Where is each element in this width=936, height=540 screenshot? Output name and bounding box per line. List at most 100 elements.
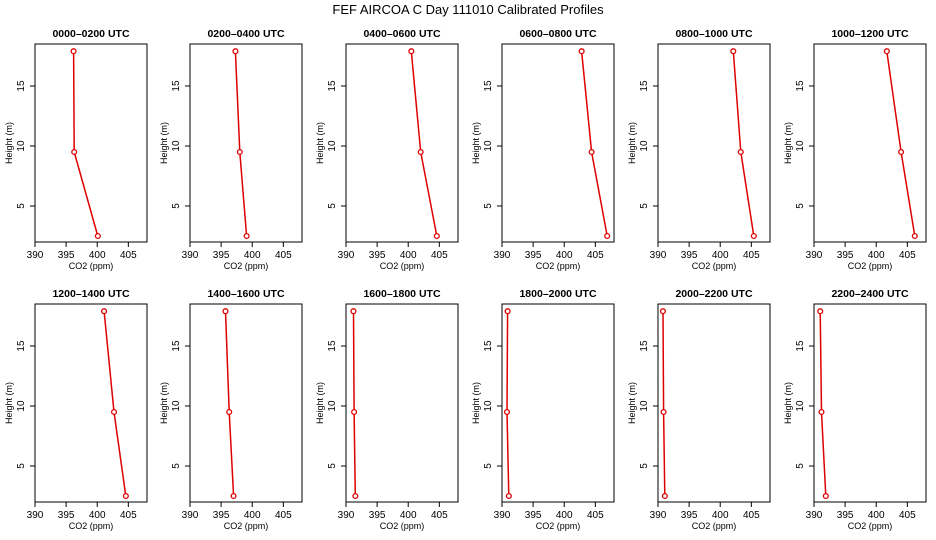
panel-title: 1200–1400 UTC [52,288,129,300]
y-axis-label: Height (m) [627,122,637,164]
data-point [659,308,667,315]
plot-frame [501,303,615,503]
series-line [662,311,666,497]
y-tick-label: 10 [639,400,650,412]
x-tick-label: 400 [556,510,573,521]
panel-title: 1000–1200 UTC [831,28,908,40]
plot-frame [189,43,303,243]
data-point [226,408,233,416]
x-axis-label: CO2 (ppm) [536,261,581,271]
panel-title: 0600–0800 UTC [519,28,596,40]
panel-11: 2200–2400 UTC 390 395 400 405 5 10 15 CO2 (ppm) H… [783,288,927,531]
x-tick-label: 405 [431,250,448,261]
data-point [504,308,511,315]
series-line [103,311,127,497]
plot-frame [34,303,148,503]
y-tick-label: 15 [171,80,182,92]
series-line [410,51,438,237]
panel-title: 0000–0200 UTC [52,28,129,40]
y-tick-label: 5 [483,463,494,469]
x-tick-label: 405 [587,510,604,521]
x-tick-label: 395 [369,510,386,521]
x-tick-label: 405 [743,250,760,261]
y-axis-label: Height (m) [315,122,325,164]
data-point [350,308,357,315]
y-axis-label: Height (m) [315,382,325,424]
x-tick-label: 395 [213,510,230,521]
x-tick-label: 390 [494,250,511,261]
data-point [750,232,757,240]
x-tick-label: 405 [587,250,604,261]
x-tick-label: 400 [89,250,106,261]
panel-9: 1800–2000 UTC 390 395 400 405 5 10 15 CO2 (ppm) H… [471,288,615,531]
data-point [243,232,250,240]
y-tick-label: 5 [327,463,338,469]
plot-frame [345,43,459,243]
data-point [236,148,243,156]
y-tick-label: 5 [171,203,182,209]
x-axis-label: CO2 (ppm) [69,261,114,271]
panel-10: 2000–2200 UTC 390 395 400 405 5 10 15 CO2 (ppm) H… [627,288,771,531]
y-tick-label: 10 [483,400,494,412]
panel-7: 1400–1600 UTC 390 395 400 405 5 10 15 CO2 (ppm) H… [159,288,303,531]
y-tick-label: 10 [171,140,182,152]
y-axis-label: Height (m) [783,122,793,164]
x-tick-label: 400 [400,250,417,261]
x-tick-label: 390 [338,250,355,261]
y-tick-label: 15 [327,340,338,352]
data-point [71,148,78,156]
plot-frame [189,303,303,503]
x-tick-label: 390 [494,510,511,521]
data-point [578,48,585,55]
y-tick-label: 5 [327,203,338,209]
panel-6: 1200–1400 UTC 390 395 400 405 5 10 15 CO2 (ppm) H… [4,288,148,531]
plot-frame [657,43,771,243]
panel-title: 1800–2000 UTC [519,288,596,300]
x-tick-label: 405 [899,250,916,261]
data-point [883,48,890,55]
x-tick-label: 390 [806,250,823,261]
x-tick-label: 400 [712,510,729,521]
x-tick-label: 390 [338,510,355,521]
y-tick-label: 5 [639,203,650,209]
y-tick-label: 5 [16,463,27,469]
panel-title: 0400–0600 UTC [363,28,440,40]
panel-5: 1000–1200 UTC 390 395 400 405 5 10 15 CO2 (ppm) H… [783,28,927,271]
data-point [588,148,595,156]
y-axis-label: Height (m) [627,382,637,424]
x-tick-label: 400 [712,250,729,261]
data-point [818,408,825,416]
y-axis-label: Height (m) [159,382,169,424]
series-line [819,311,827,497]
data-point [817,308,824,315]
panel-4: 0800–1000 UTC 390 395 400 405 5 10 15 CO2 (ppm) H… [627,28,771,271]
y-tick-label: 10 [639,140,650,152]
x-tick-label: 400 [400,510,417,521]
y-tick-label: 10 [327,400,338,412]
plot-frame [345,303,459,503]
panel-title: 2200–2400 UTC [831,288,908,300]
data-point [351,408,358,416]
x-tick-label: 390 [650,250,667,261]
y-axis-label: Height (m) [4,382,14,424]
y-tick-label: 5 [795,463,806,469]
y-tick-label: 15 [16,340,27,352]
x-tick-label: 400 [556,250,573,261]
y-tick-label: 10 [483,140,494,152]
x-axis-label: CO2 (ppm) [848,261,893,271]
x-tick-label: 400 [868,510,885,521]
y-tick-label: 15 [795,340,806,352]
x-tick-label: 395 [681,510,698,521]
data-point [503,408,511,416]
y-tick-label: 15 [171,340,182,352]
data-point [222,308,229,315]
x-axis-label: CO2 (ppm) [380,521,425,531]
plot-frame [34,43,148,243]
data-point [110,408,118,416]
y-axis-label: Height (m) [471,122,481,164]
data-point [730,48,737,55]
y-tick-label: 15 [639,80,650,92]
x-tick-label: 390 [182,510,199,521]
x-tick-label: 405 [120,510,137,521]
